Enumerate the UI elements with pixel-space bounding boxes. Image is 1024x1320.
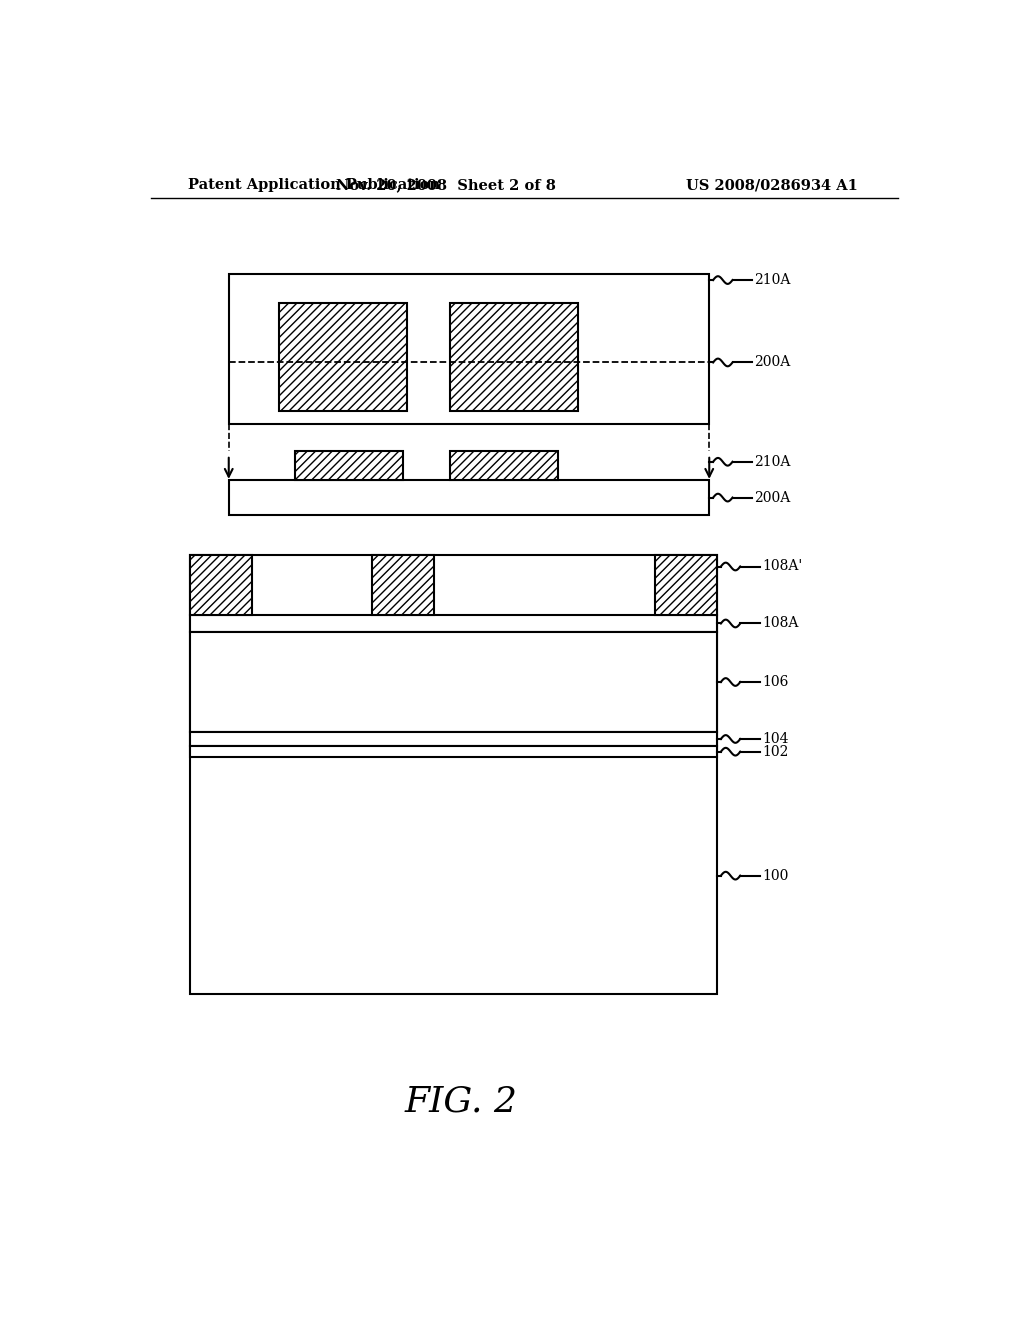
- Text: 102: 102: [762, 744, 788, 759]
- Bar: [190, 554, 717, 994]
- Text: 108A': 108A': [762, 560, 802, 573]
- Text: 210A: 210A: [755, 455, 791, 469]
- Text: Patent Application Publication: Patent Application Publication: [188, 178, 440, 193]
- Text: 200A: 200A: [755, 355, 791, 370]
- Text: 200A: 200A: [755, 491, 791, 504]
- Text: FIG. 2: FIG. 2: [404, 1085, 518, 1118]
- Text: 104: 104: [762, 733, 788, 746]
- Bar: [450, 451, 558, 480]
- Text: 100: 100: [762, 869, 788, 883]
- Text: 106: 106: [762, 675, 788, 689]
- Bar: [228, 480, 710, 515]
- Bar: [190, 733, 717, 746]
- Bar: [655, 554, 717, 615]
- Bar: [450, 304, 578, 411]
- Text: Nov. 20, 2008  Sheet 2 of 8: Nov. 20, 2008 Sheet 2 of 8: [336, 178, 556, 193]
- Bar: [190, 746, 717, 758]
- Bar: [280, 304, 407, 411]
- Text: 108A: 108A: [762, 616, 799, 631]
- Bar: [190, 554, 252, 615]
- Bar: [190, 615, 717, 632]
- Text: 210A: 210A: [755, 273, 791, 286]
- Bar: [190, 632, 717, 733]
- Bar: [372, 554, 434, 615]
- Bar: [228, 275, 710, 424]
- Text: US 2008/0286934 A1: US 2008/0286934 A1: [686, 178, 858, 193]
- Bar: [295, 451, 403, 480]
